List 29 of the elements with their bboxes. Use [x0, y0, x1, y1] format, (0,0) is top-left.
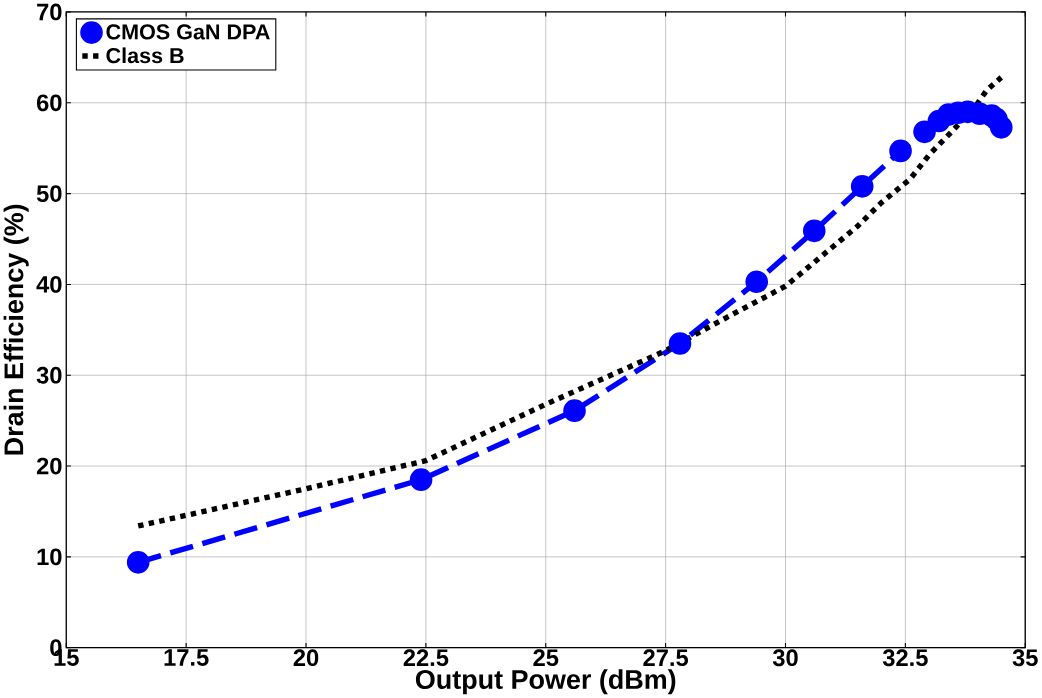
y-tick-label: 60 — [36, 94, 62, 112]
point — [802, 219, 826, 243]
point — [126, 551, 150, 574]
x-tick-label: 20 — [293, 649, 319, 667]
y-tick-label: 70 — [37, 3, 62, 21]
y-tick-label: 50 — [36, 185, 62, 203]
point — [989, 116, 1013, 139]
legend-label: Class B — [106, 47, 184, 64]
x-tick-label: 35 — [1012, 649, 1038, 667]
point — [913, 120, 936, 144]
y-tick-label: 20 — [36, 457, 62, 475]
x-tick-label: 25 — [533, 649, 559, 667]
y-tick-label: 40 — [36, 276, 62, 293]
legend-label: CMOS GaN DPA — [106, 24, 270, 40]
point — [889, 139, 912, 163]
x-axis-title: Output Power (dBm) — [415, 669, 676, 695]
x-tick-label: 17.5 — [164, 649, 209, 666]
point — [745, 270, 769, 294]
x-tick-label: 30 — [772, 649, 798, 667]
x-tick-label: 22.5 — [403, 649, 449, 667]
y-tick-label: 30 — [36, 366, 62, 384]
point — [563, 399, 586, 422]
y-tick-label: 10 — [37, 548, 62, 566]
point — [409, 468, 433, 492]
point — [668, 332, 692, 355]
y-axis-title: Drain Efficiency (%) — [3, 204, 29, 455]
point — [850, 175, 874, 198]
x-tick-label: 27.5 — [643, 649, 689, 667]
x-tick-label: 32.5 — [882, 649, 928, 667]
